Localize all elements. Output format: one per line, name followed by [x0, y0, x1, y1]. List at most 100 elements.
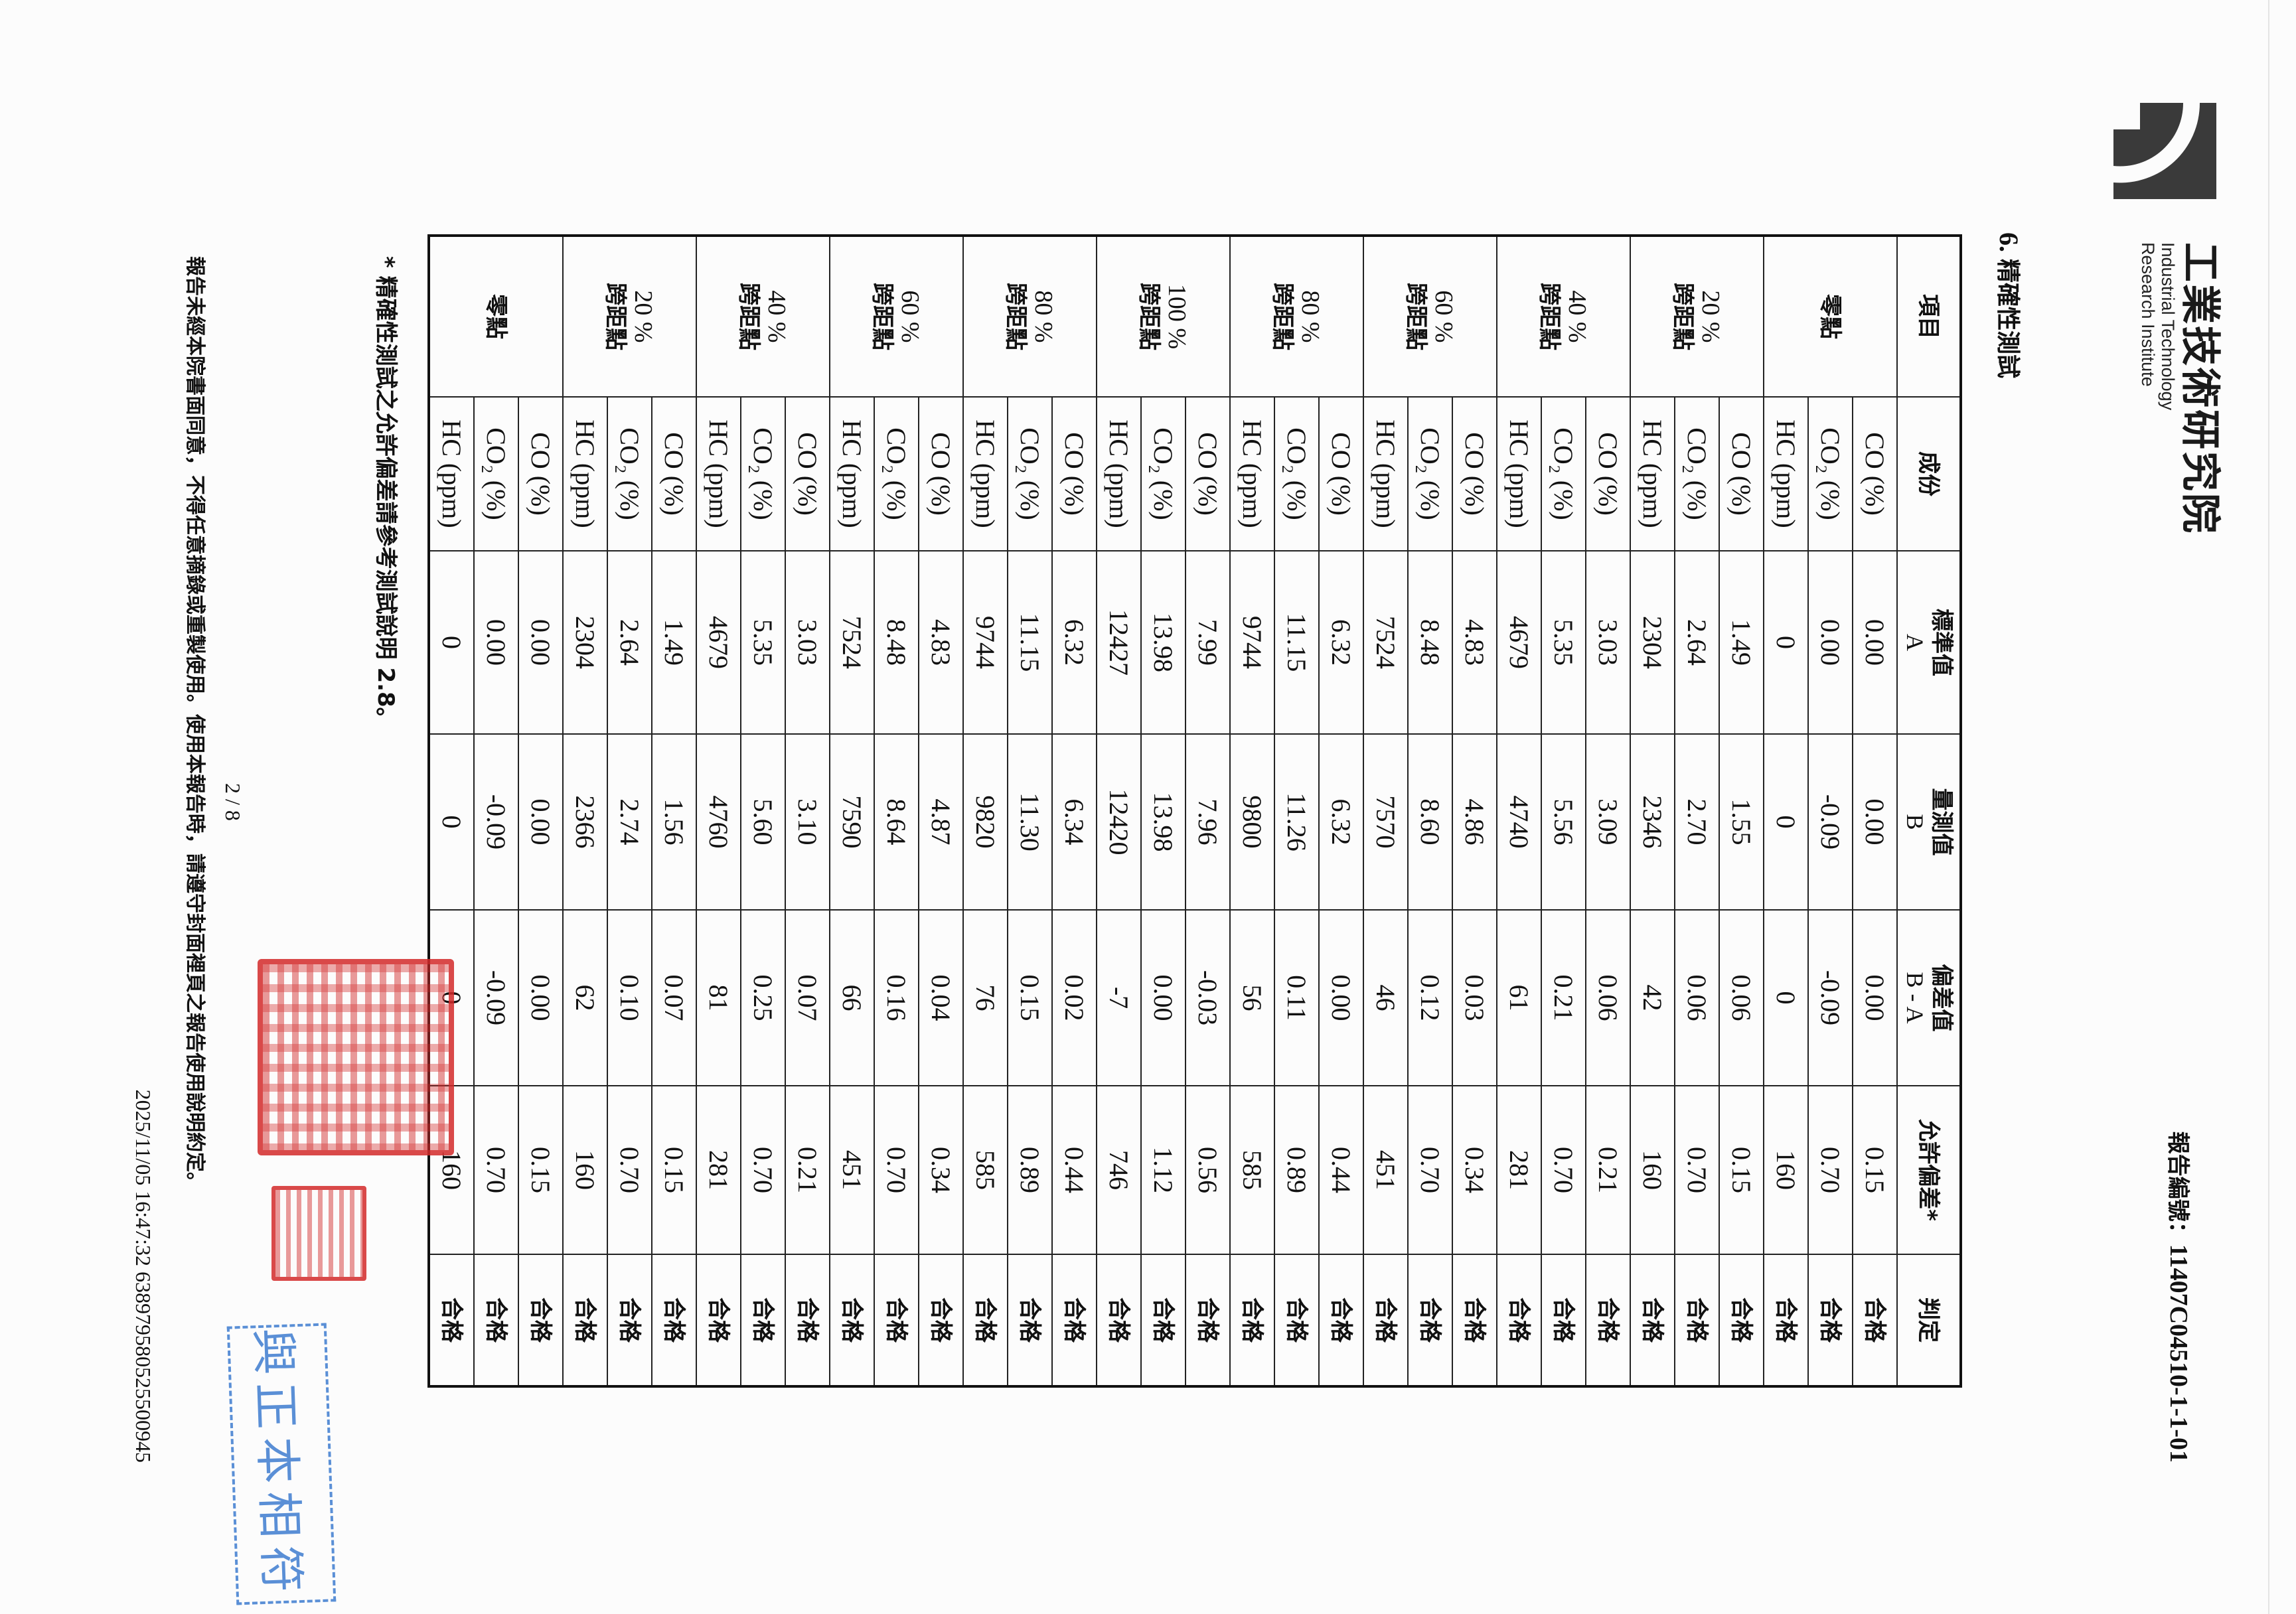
deviation-cell: 0	[1764, 910, 1808, 1086]
deviation-cell: 0.11	[1274, 910, 1319, 1086]
standard-value-cell: 7.99	[1186, 551, 1230, 734]
verdict-cell: 合格	[963, 1254, 1008, 1386]
verdict-cell: 合格	[1052, 1254, 1097, 1386]
allowed-deviation-cell: 0.70	[741, 1086, 785, 1254]
table-row: 20 % 跨距點 CO (%) 1.49 1.56 0.07 0.15 合格	[563, 236, 696, 1386]
column-header-line: 偏差值	[1928, 964, 1955, 1032]
test-point-cell: 零點	[429, 236, 563, 397]
verdict-cell: 合格	[474, 1254, 518, 1386]
deviation-cell: 0.21	[1541, 910, 1586, 1086]
standard-value-cell: 0.00	[1808, 551, 1853, 734]
column-header-line: 判定	[1915, 1297, 1942, 1343]
allowed-deviation-cell: 160	[563, 1086, 607, 1254]
test-point-percent: 40 %	[763, 290, 791, 343]
standard-value-cell: 0.00	[1853, 551, 1897, 734]
test-point-label: 跨距點	[1403, 283, 1430, 350]
verdict-cell: 合格	[563, 1254, 607, 1386]
measured-value-cell: 11.26	[1274, 734, 1319, 910]
deviation-cell: 0.12	[1408, 910, 1452, 1086]
section-heading: 6. 精確性測試	[1993, 232, 2027, 378]
verdict-cell: 合格	[1497, 1254, 1541, 1386]
verdict-cell: 合格	[1141, 1254, 1186, 1386]
verdict-cell: 合格	[1675, 1254, 1719, 1386]
verdict-cell: 合格	[696, 1254, 741, 1386]
measured-value-cell: 3.10	[785, 734, 830, 910]
component-cell: HC (ppm)	[563, 397, 607, 551]
table-row: 80 % 跨距點 CO (%) 6.32 6.34 0.02 0.44 合格	[963, 236, 1097, 1386]
org-name-en-line1: Industrial Technology	[2158, 242, 2178, 411]
allowed-deviation-cell: 451	[1363, 1086, 1408, 1254]
allowed-deviation-cell: 0.21	[1586, 1086, 1630, 1254]
verdict-cell: 合格	[1586, 1254, 1630, 1386]
test-point-label: 跨距點	[1536, 283, 1563, 350]
test-point-percent: 60 %	[1430, 290, 1458, 343]
table-row: HC (ppm) 7524 7590 66 451 合格	[830, 236, 874, 1386]
table-row: CO₂ (%) 5.35 5.60 0.25 0.70 合格	[741, 236, 785, 1386]
measured-value-cell: 5.60	[741, 734, 785, 910]
measured-value-cell: 6.34	[1052, 734, 1097, 910]
test-point-cell: 40 % 跨距點	[1497, 236, 1630, 397]
verdict-cell: 合格	[785, 1254, 830, 1386]
allowed-deviation-cell: 0.34	[1452, 1086, 1497, 1254]
standard-value-cell: 3.03	[1586, 551, 1630, 734]
column-header: 量測值 B	[1897, 734, 1961, 910]
measured-value-cell: 7570	[1363, 734, 1408, 910]
measured-value-cell: 2.74	[607, 734, 652, 910]
measured-value-cell: 6.32	[1319, 734, 1363, 910]
component-cell: CO (%)	[1319, 397, 1363, 551]
deviation-cell: 66	[830, 910, 874, 1086]
verdict-cell: 合格	[1630, 1254, 1675, 1386]
deviation-cell: 0.00	[1319, 910, 1363, 1086]
column-header-line: 項目	[1915, 294, 1942, 339]
standard-value-cell: 4679	[696, 551, 741, 734]
component-cell: CO (%)	[785, 397, 830, 551]
standard-value-cell: 8.48	[1408, 551, 1452, 734]
table-row: 40 % 跨距點 CO (%) 3.03 3.10 0.07 0.21 合格	[696, 236, 830, 1386]
component-cell: CO₂ (%)	[607, 397, 652, 551]
component-cell: HC (ppm)	[696, 397, 741, 551]
deviation-cell: 0.00	[1141, 910, 1186, 1086]
deviation-cell: 0.07	[652, 910, 696, 1086]
standard-value-cell: 4.83	[1452, 551, 1497, 734]
table-row: CO₂ (%) 0.00 -0.09 -0.09 0.70 合格	[474, 236, 518, 1386]
accuracy-test-table: 項目 成份 標準值 A 量測值 B 偏差值 B - A 允許偏差* 判定 零點 CO (%) 0.00…	[427, 234, 1962, 1388]
table-row: CO₂ (%) 0.00 -0.09 -0.09 0.70 合格	[1808, 236, 1853, 1386]
allowed-deviation-cell: 0.15	[1719, 1086, 1764, 1254]
deviation-cell: 0.25	[741, 910, 785, 1086]
column-header: 偏差值 B - A	[1897, 910, 1961, 1086]
deviation-cell: -7	[1097, 910, 1141, 1086]
table-row: CO₂ (%) 8.48 8.64 0.16 0.70 合格	[874, 236, 919, 1386]
standard-value-cell: 0	[429, 551, 474, 734]
table-row: CO₂ (%) 11.15 11.30 0.15 0.89 合格	[1008, 236, 1052, 1386]
verdict-cell: 合格	[1319, 1254, 1363, 1386]
allowed-deviation-cell: 0.70	[874, 1086, 919, 1254]
standard-value-cell: 3.03	[785, 551, 830, 734]
table-row: HC (ppm) 2304 2366 62 160 合格	[563, 236, 607, 1386]
scan-edge-line	[2268, 0, 2269, 1614]
test-point-cell: 100 % 跨距點	[1097, 236, 1230, 397]
verdict-cell: 合格	[874, 1254, 919, 1386]
allowed-deviation-cell: 585	[963, 1086, 1008, 1254]
allowed-deviation-cell: 585	[1230, 1086, 1274, 1254]
test-point-cell: 60 % 跨距點	[830, 236, 963, 397]
deviation-cell: 0.10	[607, 910, 652, 1086]
standard-value-cell: 6.32	[1052, 551, 1097, 734]
test-point-percent: 80 %	[1030, 290, 1058, 343]
measured-value-cell: 0	[1764, 734, 1808, 910]
deviation-cell: 0.07	[785, 910, 830, 1086]
measured-value-cell: 7.96	[1186, 734, 1230, 910]
column-header: 成份	[1897, 397, 1961, 551]
test-point-percent: 20 %	[629, 290, 658, 343]
deviation-cell: 0.15	[1008, 910, 1052, 1086]
component-cell: CO (%)	[518, 397, 563, 551]
table-row: HC (ppm) 4679 4760 81 281 合格	[696, 236, 741, 1386]
test-point-percent: 60 %	[896, 290, 925, 343]
measured-value-cell: 4760	[696, 734, 741, 910]
standard-value-cell: 7524	[1363, 551, 1408, 734]
table-row: CO₂ (%) 2.64 2.70 0.06 0.70 合格	[1675, 236, 1719, 1386]
measured-value-cell: 2346	[1630, 734, 1675, 910]
measured-value-cell: 0	[429, 734, 474, 910]
allowed-deviation-cell: 160	[1630, 1086, 1675, 1254]
standard-value-cell: 8.48	[874, 551, 919, 734]
